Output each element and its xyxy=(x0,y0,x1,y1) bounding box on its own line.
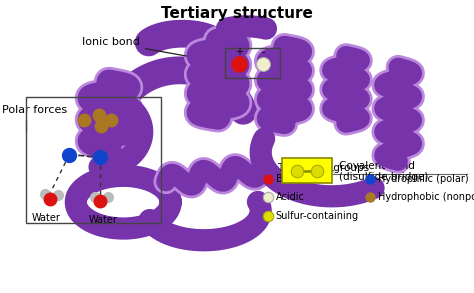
Text: Tertiary structure: Tertiary structure xyxy=(161,6,313,21)
Text: Water: Water xyxy=(31,213,60,223)
Text: Sulfur-containing: Sulfur-containing xyxy=(276,211,359,221)
Text: Covalent bond
(disulfide bridge): Covalent bond (disulfide bridge) xyxy=(332,161,428,182)
Text: Types of R groups: Types of R groups xyxy=(277,163,369,173)
Text: Ionic bond: Ionic bond xyxy=(82,38,222,62)
Text: -: - xyxy=(262,47,265,57)
Text: Hydrophilic (polar): Hydrophilic (polar) xyxy=(378,174,468,184)
Text: Water: Water xyxy=(88,215,117,225)
Text: Acidic: Acidic xyxy=(276,192,305,202)
Text: Basic: Basic xyxy=(276,174,302,184)
Text: +: + xyxy=(235,47,243,57)
Text: Polar forces: Polar forces xyxy=(2,105,67,132)
Text: Hydrophobic (nonpolar): Hydrophobic (nonpolar) xyxy=(378,192,474,202)
Bar xyxy=(225,48,280,78)
Bar xyxy=(282,158,332,183)
Bar xyxy=(26,97,161,223)
